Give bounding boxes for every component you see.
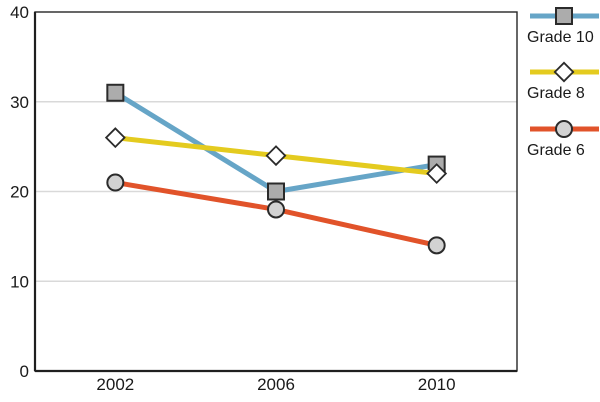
data-point-marker-circle	[106, 173, 125, 192]
x-tick-label: 2006	[257, 375, 295, 394]
x-tick-label: 2002	[96, 375, 134, 394]
data-point-marker-square	[267, 182, 285, 201]
x-tick-label: 2010	[418, 375, 456, 394]
y-tick-label: 20	[10, 183, 29, 202]
data-point-marker-circle	[555, 120, 573, 138]
legend-item-grade-6: Grade 6	[527, 117, 600, 160]
y-tick-label: 30	[10, 93, 29, 112]
legend-label: Grade 10	[527, 29, 594, 46]
legend-swatch-diamond-icon	[530, 61, 599, 83]
data-point-marker-square	[555, 7, 573, 25]
data-point-marker-circle	[427, 236, 446, 255]
legend-label: Grade 6	[527, 142, 585, 159]
legend-swatch-square-icon	[530, 7, 599, 25]
legend-item-grade-10: Grade 10	[527, 4, 600, 47]
legend-item-grade-8: Grade 8	[527, 60, 600, 103]
y-tick-label: 10	[10, 272, 29, 291]
y-tick-label: 0	[20, 362, 29, 381]
data-point-marker-diamond	[104, 127, 126, 149]
data-point-marker-square	[106, 83, 125, 102]
data-point-marker-circle	[267, 200, 285, 219]
data-point-marker-diamond	[553, 61, 575, 83]
legend-label: Grade 8	[527, 85, 585, 102]
y-tick-label: 40	[10, 3, 29, 22]
data-point-marker-diamond	[265, 145, 287, 167]
legend-swatch-circle-icon	[530, 120, 599, 138]
data-point-marker-diamond	[426, 163, 448, 185]
